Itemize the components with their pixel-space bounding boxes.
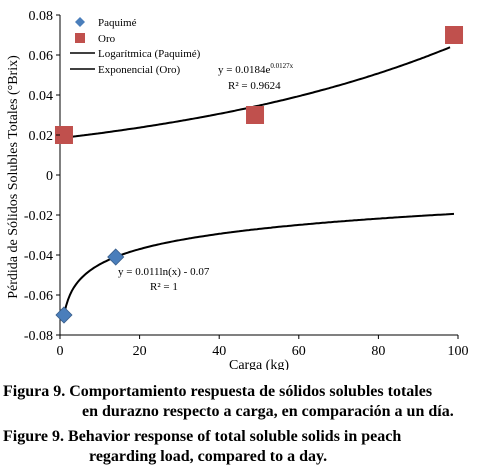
x-tick-label: 20 [133,344,147,359]
caption-es-line2: en durazno respecto a carga, en comparac… [82,403,454,420]
trendline-log-paquime [63,212,455,316]
legend-swatch-paquime [75,17,85,27]
data-point-oro [445,26,464,44]
x-tick-label: 80 [371,344,385,359]
data-point-oro [246,106,265,124]
caption-en-label: Figure 9. [3,428,65,445]
equation-oro: y = 0.0184e0.0127x [218,62,294,76]
x-tick-label: 0 [57,344,64,359]
legend-label: Logarítmica (Paquimé) [98,48,201,60]
y-tick-label: 0.08 [29,9,54,24]
trendline-exp-oro [63,46,451,139]
caption-es-line1: Figura 9. Comportamiento respuesta de só… [3,382,432,402]
legend-swatch-oro [75,33,85,43]
legend-label: Oro [98,33,116,45]
y-tick-label: -0.02 [24,209,53,224]
y-tick-label: -0.08 [24,329,53,344]
y-axis-title: Pérdida de Sólidos Solubles Totales (°Br… [6,55,21,299]
data-point-paquime [55,306,73,324]
equation-paquime: y = 0.011ln(x) - 0.07 [118,266,210,278]
caption-en-line2: regarding load, compared to a day. [89,448,328,465]
y-tick-label: 0.04 [29,89,54,104]
caption-es-label: Figura 9. [3,383,66,400]
r2-paquime: R² = 1 [150,281,178,293]
y-tick-label: -0.06 [24,289,53,304]
x-axis-title: Carga (kg) [229,358,289,370]
r2-oro: R² = 0.9624 [228,80,281,92]
y-tick-label: 0.06 [29,49,54,64]
x-tick-label: 100 [448,344,469,359]
x-tick-label: 60 [292,344,306,359]
y-tick-label: -0.04 [24,249,53,264]
data-point-paquime [107,248,125,266]
caption-es-text1: Comportamiento respuesta de sólidos solu… [69,383,433,400]
y-tick-label: 0 [46,169,53,184]
x-tick-label: 40 [212,344,226,359]
caption-en-text1: Behavior response of total soluble solid… [68,428,402,445]
y-tick-label: 0.02 [29,129,54,144]
data-point-oro [54,126,73,144]
caption-en-line1: Figure 9. Behavior response of total sol… [3,427,401,447]
chart-canvas: 0.08 0.06 0.04 0.02 0 -0.02 -0.04 -0.06 -0.08 0 20… [6,9,469,370]
legend-label: Paquimé [98,17,137,29]
legend-label: Exponencial (Oro) [98,64,180,76]
